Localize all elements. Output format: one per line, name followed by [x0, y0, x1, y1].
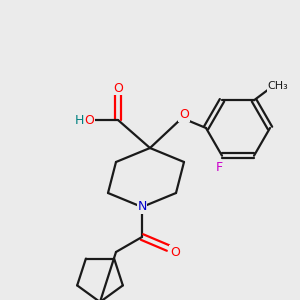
Text: H: H: [74, 113, 84, 127]
Text: N: N: [137, 200, 147, 214]
Text: O: O: [113, 82, 123, 94]
Text: O: O: [179, 109, 189, 122]
Text: CH₃: CH₃: [268, 81, 288, 91]
Text: O: O: [84, 113, 94, 127]
Text: O: O: [170, 245, 180, 259]
Text: F: F: [215, 161, 223, 174]
